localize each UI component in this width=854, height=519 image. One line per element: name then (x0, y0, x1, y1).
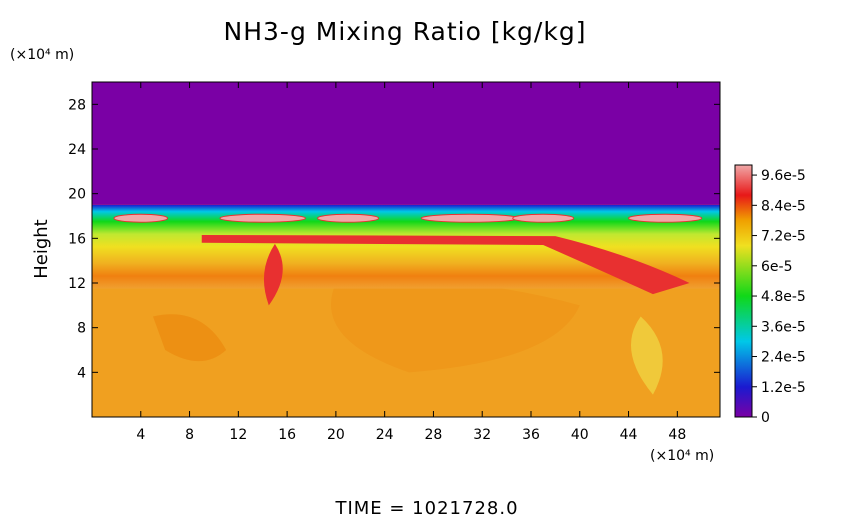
time-label: TIME = 1021728.0 (334, 498, 518, 519)
x-axis: 4 8 12 16 20 24 28 32 36 40 44 48 (136, 82, 686, 443)
field-peak-blob (317, 213, 380, 223)
field-peak-blob (628, 213, 703, 223)
colorbar-tick-label: 1.2e-5 (761, 380, 806, 396)
x-tick-label: 16 (278, 427, 296, 443)
field-yellow-plume (630, 316, 663, 395)
x-tick-label: 28 (425, 427, 443, 443)
field-swirl (152, 314, 227, 362)
colorbar-tick-label: 2.4e-5 (761, 350, 806, 366)
y-tick-label: 16 (68, 231, 86, 247)
colorbar-tick-label: 9.6e-5 (761, 168, 806, 184)
x-tick-label: 44 (620, 427, 638, 443)
y-tick-label: 20 (68, 187, 86, 203)
field-peak-blob (219, 213, 306, 223)
x-tick-label: 36 (522, 427, 540, 443)
heatmap-field (92, 82, 720, 417)
x-tick-label: 24 (376, 427, 394, 443)
x-tick-label: 40 (571, 427, 589, 443)
field-peak-blob (420, 213, 520, 223)
y-tick-label: 12 (68, 276, 86, 292)
colorbar-tick-label: 6e-5 (761, 259, 792, 275)
y-axis-label: Height (31, 219, 52, 279)
field-upper-layer (92, 82, 720, 205)
colorbar-tick-label: 4.8e-5 (761, 289, 806, 305)
field-peak-blob (113, 213, 169, 223)
field-red-ridge (201, 234, 690, 295)
x-tick-label: 20 (327, 427, 345, 443)
colorbar: 0 1.2e-5 2.4e-5 3.6e-5 4.8e-5 6e-5 7.2e-5 8.4e-… (734, 164, 806, 426)
x-tick-label: 8 (185, 427, 194, 443)
colorbar-tick-label: 0 (761, 410, 770, 426)
y-tick-label: 24 (68, 142, 86, 158)
y-axis-unit: (×10⁴ m) (10, 47, 74, 63)
colorbar-tick-label: 3.6e-5 (761, 319, 806, 335)
y-tick-label: 28 (68, 97, 86, 113)
x-tick-label: 12 (229, 427, 247, 443)
field-peak-blob (512, 213, 575, 223)
x-tick-label: 4 (136, 427, 145, 443)
plot-frame (91, 81, 721, 418)
x-tick-label: 32 (473, 427, 491, 443)
chart-title: NH3-g Mixing Ratio [kg/kg] (224, 17, 587, 46)
x-tick-label: 48 (668, 427, 686, 443)
colorbar-tick-label: 7.2e-5 (761, 229, 806, 245)
x-axis-unit: (×10⁴ m) (650, 448, 714, 464)
colorbar-gradient (734, 164, 753, 418)
colorbar-tick-label: 8.4e-5 (761, 198, 806, 214)
field-swirl (331, 280, 580, 373)
field-red-plume (263, 243, 283, 306)
y-tick-label: 4 (77, 365, 86, 381)
y-axis: 4 8 12 16 20 24 28 (68, 97, 720, 381)
y-tick-label: 8 (77, 321, 86, 337)
